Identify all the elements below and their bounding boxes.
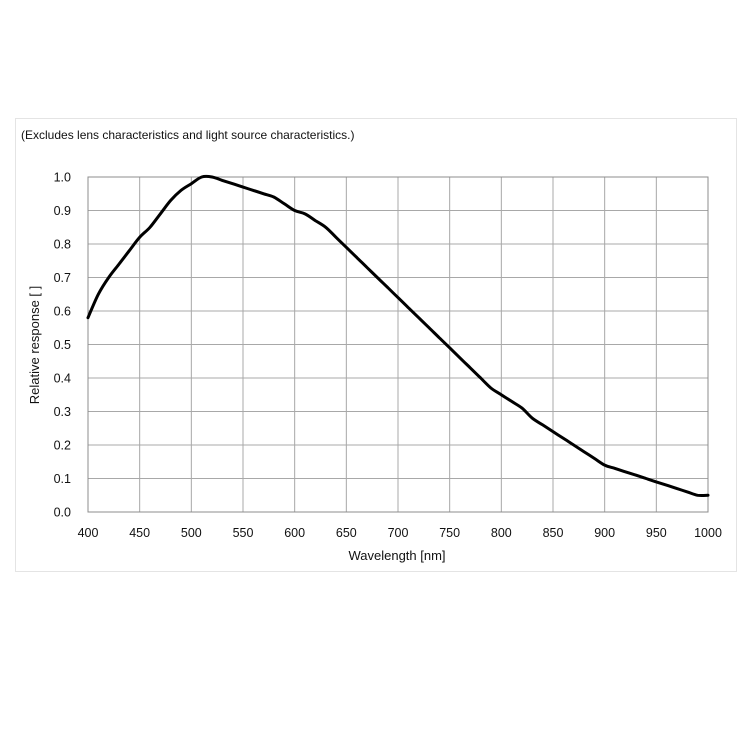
chart-figure: (Excludes lens characteristics and light… (15, 118, 737, 572)
grid-layer (87, 176, 709, 513)
x-tick-labels: 400 450 500 550 600 650 700 750 800 850 900 950 1000 (78, 526, 722, 540)
x-tick-label: 900 (594, 526, 615, 540)
plot-frame (87, 176, 709, 513)
y-tick-label: 0.3 (54, 405, 71, 419)
series-layer (86, 174, 710, 498)
y-tick-label: 0.7 (54, 271, 71, 285)
y-tick-label: 0.2 (54, 439, 71, 453)
x-tick-label: 550 (233, 526, 254, 540)
x-tick-label: 700 (388, 526, 409, 540)
x-tick-label: 800 (491, 526, 512, 540)
y-tick-label: 0.1 (54, 472, 71, 486)
x-tick-label: 850 (543, 526, 564, 540)
x-tick-label: 750 (439, 526, 460, 540)
x-tick-label: 600 (284, 526, 305, 540)
y-tick-label: 0.8 (54, 238, 71, 252)
x-tick-label: 400 (78, 526, 99, 540)
x-tick-label: 500 (181, 526, 202, 540)
series-line (86, 174, 710, 498)
y-tick-label: 0.0 (54, 506, 71, 520)
y-tick-label: 0.4 (54, 372, 71, 386)
x-tick-label: 650 (336, 526, 357, 540)
x-tick-label: 950 (646, 526, 667, 540)
x-tick-label: 450 (129, 526, 150, 540)
y-tick-label: 0.5 (54, 338, 71, 352)
y-tick-label: 0.6 (54, 305, 71, 319)
y-tick-labels: 0.0 0.1 0.2 0.3 0.4 0.5 0.6 0.7 0.8 0.9 1.0 (54, 171, 71, 520)
y-tick-label: 0.9 (54, 204, 71, 218)
x-axis-title: Wavelength [nm] (348, 548, 445, 563)
chart-svg: (Excludes lens characteristics and light… (21, 128, 722, 563)
chart-annotation: (Excludes lens characteristics and light… (21, 128, 354, 142)
x-tick-label: 1000 (694, 526, 722, 540)
y-axis-title: Relative response [ ] (27, 286, 42, 405)
y-tick-label: 1.0 (54, 171, 71, 185)
